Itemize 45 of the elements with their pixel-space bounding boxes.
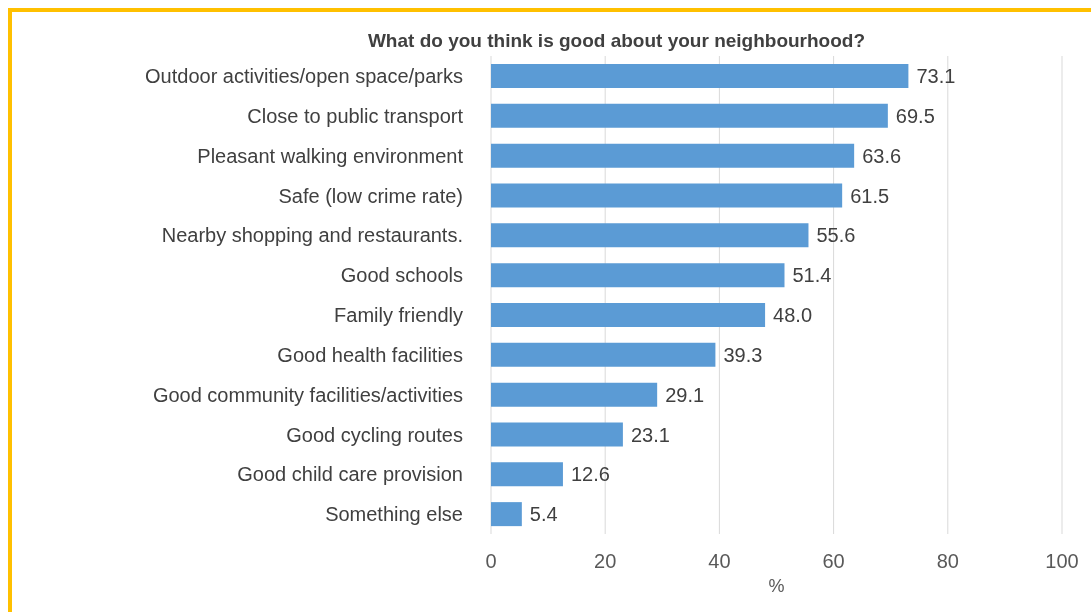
y-tick-label: Pleasant walking environment	[197, 144, 464, 167]
data-label: 12.6	[570, 463, 610, 486]
frame: What do you think is good about your neighbourhood? 0 20 40 60 80 100 % Outdoor activities/open space/parks Close to public transport Pleasant walking environment Safe (low crime rate) Nearby shopping and restaurants. Good schools Family friendly Good health facilities Good community facilities/activities Good cycling routes Good child care provision Something else 73.1 69.5 63.6 61.5 55.6 51.4 48.0 39.3 29.1 23.1 12.6 5.4	[8, 8, 1091, 612]
bar	[491, 502, 522, 527]
bar	[491, 143, 855, 168]
data-label: 55.6	[816, 224, 856, 247]
y-tick-label: Good cycling routes	[286, 423, 463, 446]
y-tick-label: Good health facilities	[277, 343, 463, 366]
x-tick-label: 40	[708, 550, 731, 573]
y-tick-label: Nearby shopping and restaurants.	[161, 224, 463, 247]
x-tick-label: 80	[936, 550, 959, 573]
y-tick-label: Outdoor activities/open space/parks	[145, 65, 463, 88]
bar	[491, 342, 716, 367]
data-label: 29.1	[665, 383, 705, 406]
data-label: 51.4	[792, 264, 832, 287]
data-label: 73.1	[916, 65, 956, 88]
bar	[491, 63, 909, 88]
data-label: 23.1	[630, 423, 670, 446]
data-label: 39.3	[723, 343, 763, 366]
x-tick-label: 20	[594, 550, 617, 573]
x-tick-label: 100	[1045, 550, 1079, 573]
bar	[491, 103, 888, 128]
bar	[491, 462, 563, 487]
x-tick-label: 60	[822, 550, 845, 573]
bar	[491, 263, 785, 288]
data-label: 63.6	[862, 144, 902, 167]
bar	[491, 223, 809, 248]
y-tick-label: Good schools	[340, 264, 463, 287]
data-label: 61.5	[850, 184, 890, 207]
y-tick-label: Close to public transport	[247, 104, 464, 127]
y-tick-label: Family friendly	[334, 304, 463, 327]
y-tick-label: Good community facilities/activities	[152, 383, 463, 406]
y-tick-label: Something else	[325, 503, 463, 526]
bar	[491, 422, 623, 447]
chart-title: What do you think is good about your neighbourhood?	[366, 29, 867, 53]
bar	[491, 183, 843, 208]
data-label: 69.5	[895, 104, 935, 127]
x-axis-title: %	[768, 576, 785, 596]
y-tick-label: Good child care provision	[237, 463, 463, 486]
y-tick-label: Safe (low crime rate)	[278, 184, 463, 207]
data-label: 48.0	[773, 304, 813, 327]
data-label: 5.4	[529, 503, 558, 526]
bar	[491, 302, 766, 327]
x-tick-label: 0	[485, 550, 497, 573]
bar	[491, 382, 658, 407]
